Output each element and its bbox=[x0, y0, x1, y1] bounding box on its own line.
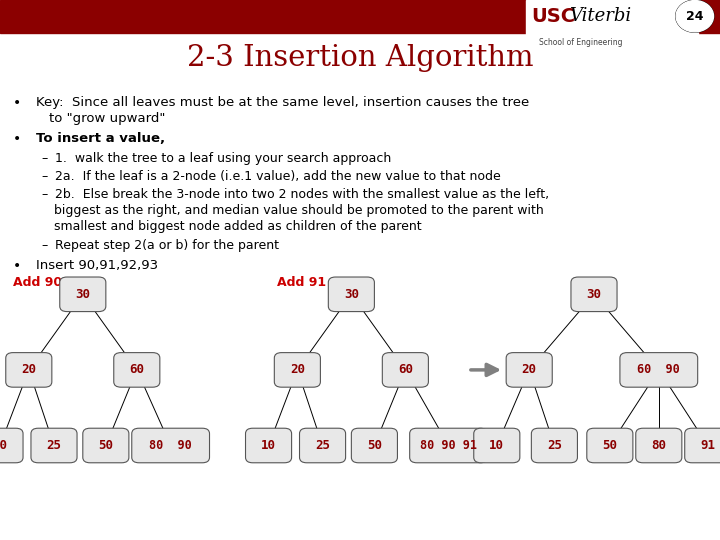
FancyBboxPatch shape bbox=[274, 353, 320, 387]
Text: 60: 60 bbox=[398, 363, 413, 376]
Text: 25: 25 bbox=[47, 439, 61, 452]
Text: To insert a value,: To insert a value, bbox=[36, 132, 165, 145]
Text: 60: 60 bbox=[130, 363, 144, 376]
Text: Insert 90,91,92,93: Insert 90,91,92,93 bbox=[36, 259, 158, 272]
Text: –: – bbox=[41, 188, 48, 201]
Text: smallest and biggest node added as children of the parent: smallest and biggest node added as child… bbox=[54, 220, 422, 233]
Text: Repeat step 2(a or b) for the parent: Repeat step 2(a or b) for the parent bbox=[55, 239, 279, 252]
Text: 2-3 Insertion Algorithm: 2-3 Insertion Algorithm bbox=[186, 44, 534, 72]
Text: 24: 24 bbox=[686, 10, 703, 23]
Ellipse shape bbox=[676, 1, 714, 32]
Text: 10: 10 bbox=[490, 439, 504, 452]
Text: 1.  walk the tree to a leaf using your search approach: 1. walk the tree to a leaf using your se… bbox=[55, 152, 392, 165]
FancyBboxPatch shape bbox=[246, 428, 292, 463]
Text: USC: USC bbox=[531, 6, 575, 26]
Text: –: – bbox=[41, 170, 48, 183]
Text: 50: 50 bbox=[99, 439, 113, 452]
Text: 25: 25 bbox=[315, 439, 330, 452]
Bar bbox=[526, 0, 698, 43]
FancyBboxPatch shape bbox=[410, 428, 487, 463]
FancyBboxPatch shape bbox=[620, 353, 698, 387]
Text: 25: 25 bbox=[547, 439, 562, 452]
Text: 91: 91 bbox=[701, 439, 715, 452]
Text: 2b.  Else break the 3-node into two 2 nodes with the smallest value as the left,: 2b. Else break the 3-node into two 2 nod… bbox=[55, 188, 549, 201]
FancyBboxPatch shape bbox=[587, 428, 633, 463]
Text: 2a.  If the leaf is a 2-node (i.e.1 value), add the new value to that node: 2a. If the leaf is a 2-node (i.e.1 value… bbox=[55, 170, 501, 183]
FancyBboxPatch shape bbox=[351, 428, 397, 463]
FancyBboxPatch shape bbox=[0, 428, 23, 463]
Text: 20: 20 bbox=[522, 363, 536, 376]
Text: Viterbi: Viterbi bbox=[569, 7, 631, 25]
FancyBboxPatch shape bbox=[114, 353, 160, 387]
FancyBboxPatch shape bbox=[328, 277, 374, 312]
Text: 80 90 91: 80 90 91 bbox=[420, 439, 477, 452]
Text: •: • bbox=[13, 96, 21, 110]
FancyBboxPatch shape bbox=[531, 428, 577, 463]
FancyBboxPatch shape bbox=[685, 428, 720, 463]
Bar bbox=[0, 0, 720, 33]
Text: 60  90: 60 90 bbox=[637, 363, 680, 376]
Text: 10: 10 bbox=[0, 439, 7, 452]
Text: –: – bbox=[41, 152, 48, 165]
FancyBboxPatch shape bbox=[300, 428, 346, 463]
Text: 30: 30 bbox=[344, 288, 359, 301]
Text: to "grow upward": to "grow upward" bbox=[49, 112, 166, 125]
Text: 30: 30 bbox=[587, 288, 601, 301]
Text: –: – bbox=[41, 239, 48, 252]
Text: 20: 20 bbox=[22, 363, 36, 376]
Text: School of Engineering: School of Engineering bbox=[539, 38, 622, 47]
FancyBboxPatch shape bbox=[60, 277, 106, 312]
Text: 20: 20 bbox=[290, 363, 305, 376]
Text: 30: 30 bbox=[76, 288, 90, 301]
FancyBboxPatch shape bbox=[571, 277, 617, 312]
Text: Add 91: Add 91 bbox=[277, 276, 326, 289]
FancyBboxPatch shape bbox=[31, 428, 77, 463]
Text: 80  90: 80 90 bbox=[149, 439, 192, 452]
Text: 80: 80 bbox=[652, 439, 666, 452]
Text: biggest as the right, and median value should be promoted to the parent with: biggest as the right, and median value s… bbox=[54, 204, 544, 217]
Text: 50: 50 bbox=[367, 439, 382, 452]
Text: Key:  Since all leaves must be at the same level, insertion causes the tree: Key: Since all leaves must be at the sam… bbox=[36, 96, 529, 109]
FancyBboxPatch shape bbox=[83, 428, 129, 463]
Text: 10: 10 bbox=[261, 439, 276, 452]
FancyBboxPatch shape bbox=[382, 353, 428, 387]
FancyBboxPatch shape bbox=[6, 353, 52, 387]
Text: 50: 50 bbox=[603, 439, 617, 452]
FancyBboxPatch shape bbox=[636, 428, 682, 463]
FancyBboxPatch shape bbox=[506, 353, 552, 387]
FancyBboxPatch shape bbox=[132, 428, 210, 463]
Text: •: • bbox=[13, 259, 21, 273]
Text: •: • bbox=[13, 132, 21, 146]
Text: Add 90: Add 90 bbox=[13, 276, 62, 289]
FancyBboxPatch shape bbox=[474, 428, 520, 463]
